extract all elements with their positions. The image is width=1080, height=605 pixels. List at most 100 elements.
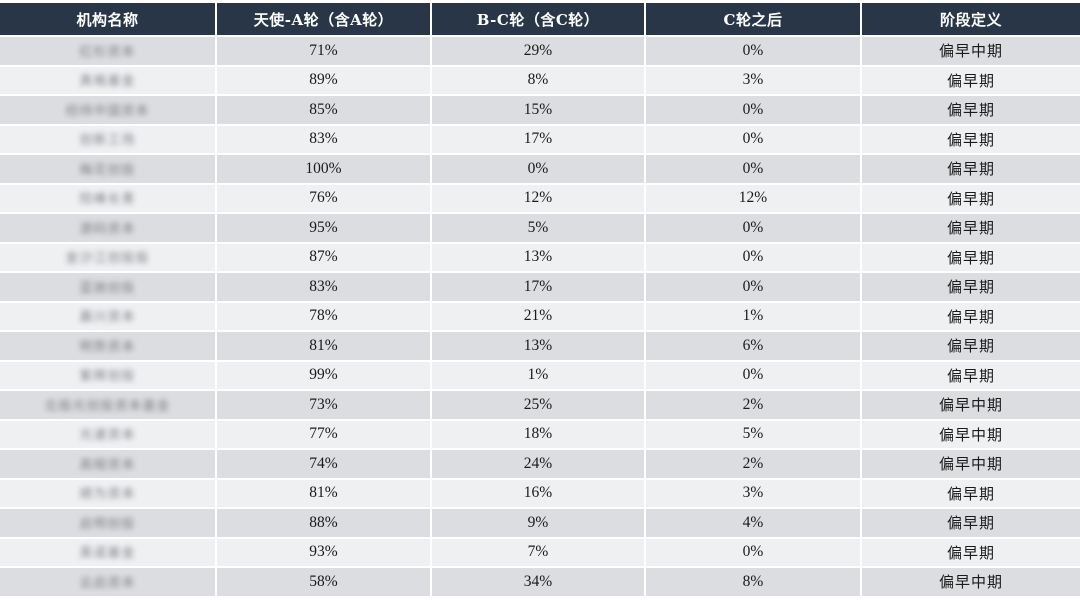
angel-a-share: 89% — [216, 65, 432, 96]
institution-name-cell: 英诺基金 — [0, 537, 217, 568]
institution-name-cell: 启明创投 — [0, 508, 217, 539]
header-stage-definition: 阶段定义 — [861, 3, 1080, 37]
institution-name-cell: 源码资本 — [0, 213, 217, 244]
table-row: 光速资本 77% 18% 5% 偏早中期 — [0, 419, 1080, 450]
stage-definition: 偏早期 — [861, 331, 1080, 362]
institution-name: 源码资本 — [79, 220, 136, 236]
b-c-share: 5% — [431, 213, 646, 244]
institution-name: 英诺基金 — [79, 545, 136, 561]
angel-a-share: 58% — [216, 567, 432, 598]
header-institution-name: 机构名称 — [0, 3, 217, 37]
institution-name-cell: 明势资本 — [0, 331, 217, 362]
b-c-share: 8% — [431, 65, 646, 96]
table-row: 高榕资本 74% 24% 2% 偏早中期 — [0, 449, 1080, 480]
table-row: 真格基金 89% 8% 3% 偏早期 — [0, 65, 1080, 96]
angel-a-share: 81% — [216, 331, 432, 362]
stage-definition: 偏早中期 — [861, 449, 1080, 480]
institution-name: 高榕资本 — [79, 456, 136, 472]
b-c-share: 17% — [431, 124, 646, 155]
institution-name: 晨兴资本 — [79, 309, 136, 325]
investment-stage-table: 机构名称 天使-A轮（含A轮） B-C轮（含C轮） C轮之后 阶段定义 红杉资本… — [0, 3, 1080, 598]
after-c-share: 12% — [645, 183, 862, 214]
stage-definition: 偏早期 — [861, 478, 1080, 509]
institution-name: 顺为资本 — [79, 486, 136, 502]
b-c-share: 29% — [431, 36, 646, 67]
angel-a-share: 77% — [216, 419, 432, 450]
angel-a-share: 100% — [216, 154, 432, 185]
stage-definition: 偏早期 — [861, 360, 1080, 391]
after-c-share: 0% — [645, 537, 862, 568]
b-c-share: 25% — [431, 390, 646, 421]
institution-name: 启明创投 — [79, 515, 136, 531]
institution-name-cell: 创新工场 — [0, 124, 217, 155]
b-c-share: 18% — [431, 419, 646, 450]
after-c-share: 3% — [645, 65, 862, 96]
table-row: 明势资本 81% 13% 6% 偏早期 — [0, 331, 1080, 362]
stage-definition: 偏早期 — [861, 242, 1080, 273]
institution-name: 云启资本 — [79, 574, 136, 590]
angel-a-share: 95% — [216, 213, 432, 244]
stage-definition: 偏早期 — [861, 65, 1080, 96]
institution-name: 经纬中国资本 — [65, 102, 150, 118]
institution-name-cell: 顺为资本 — [0, 478, 217, 509]
b-c-share: 24% — [431, 449, 646, 480]
b-c-share: 13% — [431, 242, 646, 273]
table-row: 源码资本 95% 5% 0% 偏早期 — [0, 213, 1080, 244]
institution-name-cell: 晨兴资本 — [0, 301, 217, 332]
stage-definition: 偏早期 — [861, 272, 1080, 303]
header-angel-to-a: 天使-A轮（含A轮） — [216, 3, 432, 37]
angel-a-share: 78% — [216, 301, 432, 332]
table-row: 晨兴资本 78% 21% 1% 偏早期 — [0, 301, 1080, 332]
institution-name-cell: 险峰长青 — [0, 183, 217, 214]
b-c-share: 13% — [431, 331, 646, 362]
institution-name: 金沙江创投投 — [65, 250, 150, 266]
table-row: 云启资本 58% 34% 8% 偏早中期 — [0, 567, 1080, 598]
table-row: 梅花创投 100% 0% 0% 偏早期 — [0, 154, 1080, 185]
institution-name-cell: 光速资本 — [0, 419, 217, 450]
after-c-share: 0% — [645, 154, 862, 185]
header-after-c: C轮之后 — [645, 3, 862, 37]
table-row: 紫辉创投 99% 1% 0% 偏早期 — [0, 360, 1080, 391]
table-row: 顺为资本 81% 16% 3% 偏早期 — [0, 478, 1080, 509]
institution-name: 创新工场 — [79, 132, 136, 148]
after-c-share: 0% — [645, 36, 862, 67]
after-c-share: 0% — [645, 272, 862, 303]
institution-name: 北极光创投资本基金 — [44, 397, 171, 413]
angel-a-share: 93% — [216, 537, 432, 568]
after-c-share: 0% — [645, 360, 862, 391]
institution-name-cell: 梅花创投 — [0, 154, 217, 185]
after-c-share: 8% — [645, 567, 862, 598]
institution-name-cell: 真格基金 — [0, 65, 217, 96]
stage-definition: 偏早期 — [861, 154, 1080, 185]
stage-definition: 偏早期 — [861, 537, 1080, 568]
b-c-share: 17% — [431, 272, 646, 303]
institution-name-cell: 金沙江创投投 — [0, 242, 217, 273]
after-c-share: 5% — [645, 419, 862, 450]
angel-a-share: 88% — [216, 508, 432, 539]
angel-a-share: 74% — [216, 449, 432, 480]
after-c-share: 0% — [645, 242, 862, 273]
institution-name: 蓝驰创投 — [79, 279, 136, 295]
table-row: 金沙江创投投 87% 13% 0% 偏早期 — [0, 242, 1080, 273]
table-header: 机构名称 天使-A轮（含A轮） B-C轮（含C轮） C轮之后 阶段定义 — [0, 3, 1080, 37]
stage-definition: 偏早中期 — [861, 567, 1080, 598]
angel-a-share: 83% — [216, 124, 432, 155]
institution-name-cell: 经纬中国资本 — [0, 95, 217, 126]
institution-name: 红杉资本 — [79, 43, 136, 59]
after-c-share: 2% — [645, 390, 862, 421]
stage-definition: 偏早期 — [861, 213, 1080, 244]
b-c-share: 1% — [431, 360, 646, 391]
stage-definition: 偏早中期 — [861, 419, 1080, 450]
angel-a-share: 73% — [216, 390, 432, 421]
b-c-share: 9% — [431, 508, 646, 539]
angel-a-share: 99% — [216, 360, 432, 391]
institution-name: 光速资本 — [79, 427, 136, 443]
angel-a-share: 83% — [216, 272, 432, 303]
b-c-share: 15% — [431, 95, 646, 126]
b-c-share: 0% — [431, 154, 646, 185]
after-c-share: 0% — [645, 124, 862, 155]
stage-definition: 偏早期 — [861, 183, 1080, 214]
institution-name-cell: 云启资本 — [0, 567, 217, 598]
institution-name-cell: 蓝驰创投 — [0, 272, 217, 303]
